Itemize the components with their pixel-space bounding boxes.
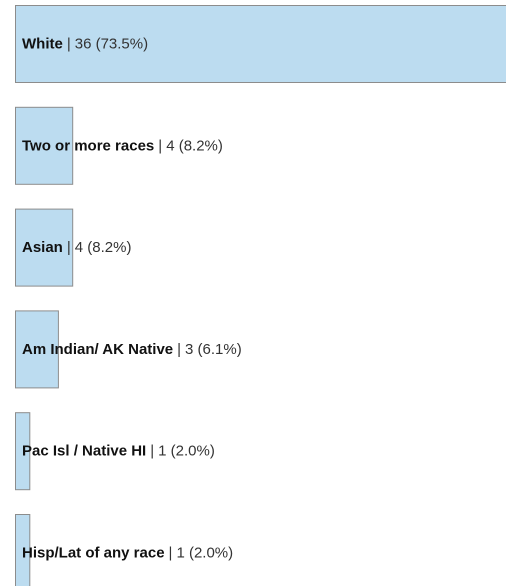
bar: [15, 106, 74, 185]
bar: [15, 514, 31, 586]
separator: |: [177, 341, 181, 358]
separator: |: [67, 35, 71, 52]
category-label: Asian: [22, 239, 63, 256]
category-label: Hisp/Lat of any race: [22, 544, 165, 561]
bar-label: White | 36 (73.5%): [22, 35, 148, 52]
value-label: 36 (73.5%): [75, 35, 148, 52]
separator: |: [158, 137, 162, 154]
category-label: Two or more races: [22, 137, 154, 154]
bar-label: Hisp/Lat of any race | 1 (2.0%): [22, 544, 233, 561]
value-label: 4 (8.2%): [166, 137, 223, 154]
bar: [15, 208, 74, 287]
bar: [15, 412, 31, 491]
bar-label: Pac Isl / Native HI | 1 (2.0%): [22, 443, 215, 460]
value-label: 3 (6.1%): [185, 341, 242, 358]
separator: |: [67, 239, 71, 256]
separator: |: [150, 443, 154, 460]
bar-label: Asian | 4 (8.2%): [22, 239, 131, 256]
value-label: 1 (2.0%): [176, 544, 233, 561]
value-label: 4 (8.2%): [75, 239, 132, 256]
value-label: 1 (2.0%): [158, 443, 215, 460]
bar-label: Two or more races | 4 (8.2%): [22, 137, 223, 154]
bar: [15, 310, 59, 389]
bar-label: Am Indian/ AK Native | 3 (6.1%): [22, 341, 242, 358]
bar: [15, 5, 506, 83]
category-label: White: [22, 35, 63, 52]
separator: |: [169, 544, 173, 561]
category-label: Am Indian/ AK Native: [22, 341, 173, 358]
category-label: Pac Isl / Native HI: [22, 443, 146, 460]
